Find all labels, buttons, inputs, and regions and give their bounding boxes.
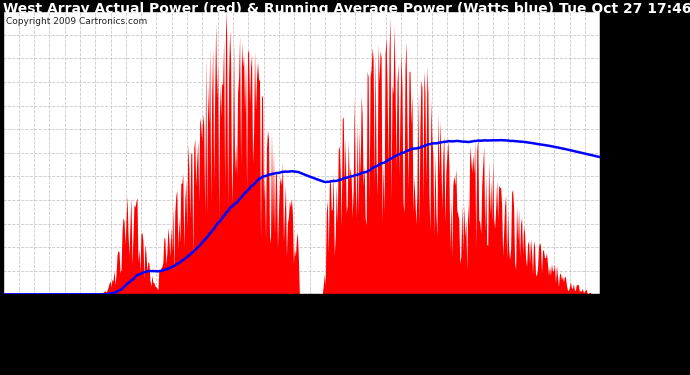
Text: Copyright 2009 Cartronics.com: Copyright 2009 Cartronics.com	[6, 17, 148, 26]
Text: West Array Actual Power (red) & Running Average Power (Watts blue) Tue Oct 27 17: West Array Actual Power (red) & Running …	[3, 2, 690, 16]
